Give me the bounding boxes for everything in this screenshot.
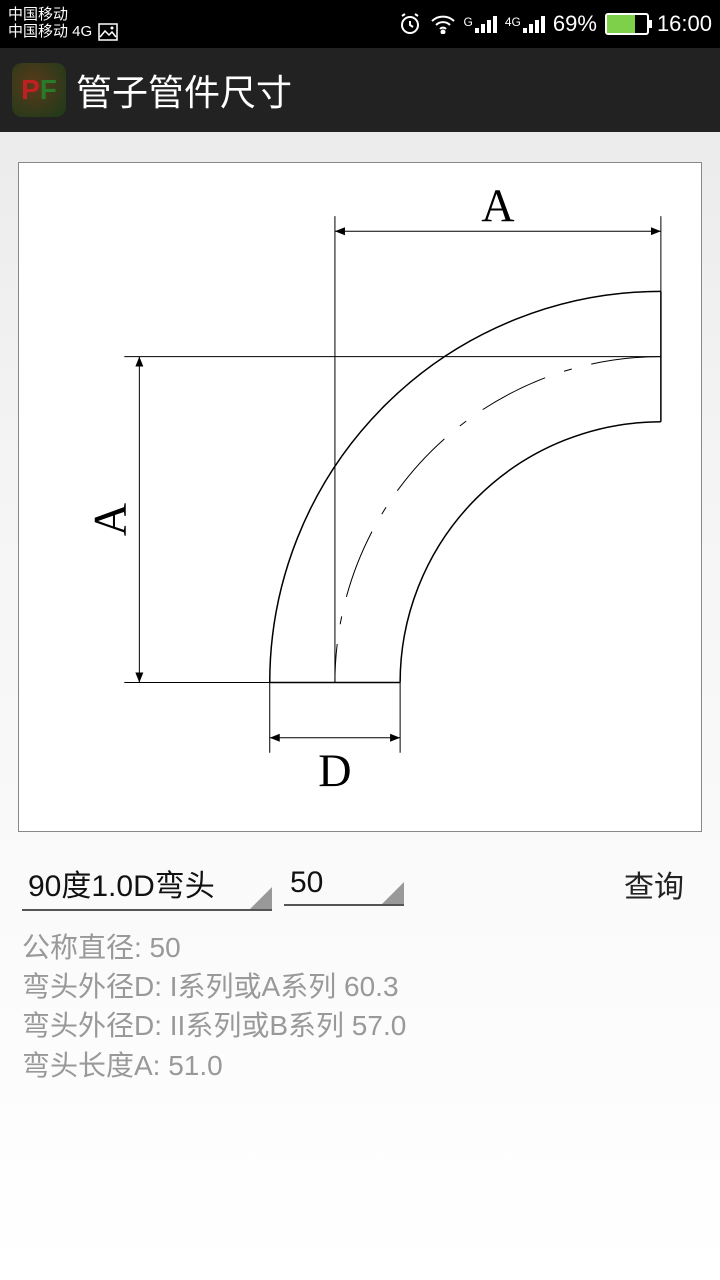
- query-button-label: 查询: [624, 871, 684, 904]
- result-line-4: 弯头长度A: 51.0: [22, 1046, 698, 1085]
- app-bar: PF 管子管件尺寸: [0, 48, 720, 132]
- signal-2: 4G: [505, 15, 545, 33]
- size-spinner[interactable]: 50: [284, 862, 404, 906]
- result-line-2: 弯头外径D: I系列或A系列 60.3: [22, 967, 698, 1006]
- carrier-line-2: 中国移动 4G: [8, 24, 92, 41]
- logo-letter-f: F: [40, 74, 57, 106]
- elbow-diagram-svg: A A D: [19, 163, 701, 831]
- carrier-line-1: 中国移动: [8, 7, 118, 24]
- picture-icon: [98, 23, 118, 41]
- app-logo-icon: PF: [12, 63, 66, 117]
- battery-fill: [607, 15, 635, 33]
- size-value: 50: [290, 866, 323, 899]
- signal-2-label: 4G: [505, 15, 521, 29]
- controls-row: 90度1.0D弯头 50 查询: [18, 854, 702, 914]
- logo-letter-p: P: [21, 74, 40, 106]
- app-title: 管子管件尺寸: [76, 64, 292, 116]
- content-area: A A D 90度1.0D弯头 50 查询 公称直径: 50 弯头外径D: I系列或…: [0, 132, 720, 1085]
- alarm-icon: [398, 12, 422, 36]
- elbow-type-value: 90度1.0D弯头: [28, 870, 215, 903]
- battery-icon: [605, 13, 649, 35]
- elbow-type-spinner[interactable]: 90度1.0D弯头: [22, 857, 272, 911]
- svg-text:A: A: [481, 180, 514, 231]
- elbow-diagram: A A D: [18, 162, 702, 832]
- wifi-icon: [430, 14, 456, 34]
- result-line-3: 弯头外径D: II系列或B系列 57.0: [22, 1006, 698, 1045]
- status-bar: 中国移动 中国移动 4G G 4G 69%: [0, 0, 720, 48]
- battery-percent: 69%: [553, 11, 597, 37]
- result-line-1: 公称直径: 50: [22, 928, 698, 967]
- query-button[interactable]: 查询: [610, 854, 698, 914]
- signal-1: G: [464, 15, 497, 33]
- signal-bars-icon: [523, 15, 545, 33]
- svg-text:A: A: [84, 503, 135, 536]
- svg-text:D: D: [318, 745, 351, 796]
- signal-bars-icon: [475, 15, 497, 33]
- results-block: 公称直径: 50 弯头外径D: I系列或A系列 60.3 弯头外径D: II系列…: [18, 928, 702, 1085]
- signal-1-label: G: [464, 15, 473, 29]
- status-carrier: 中国移动 中国移动 4G: [8, 7, 118, 42]
- clock: 16:00: [657, 11, 712, 37]
